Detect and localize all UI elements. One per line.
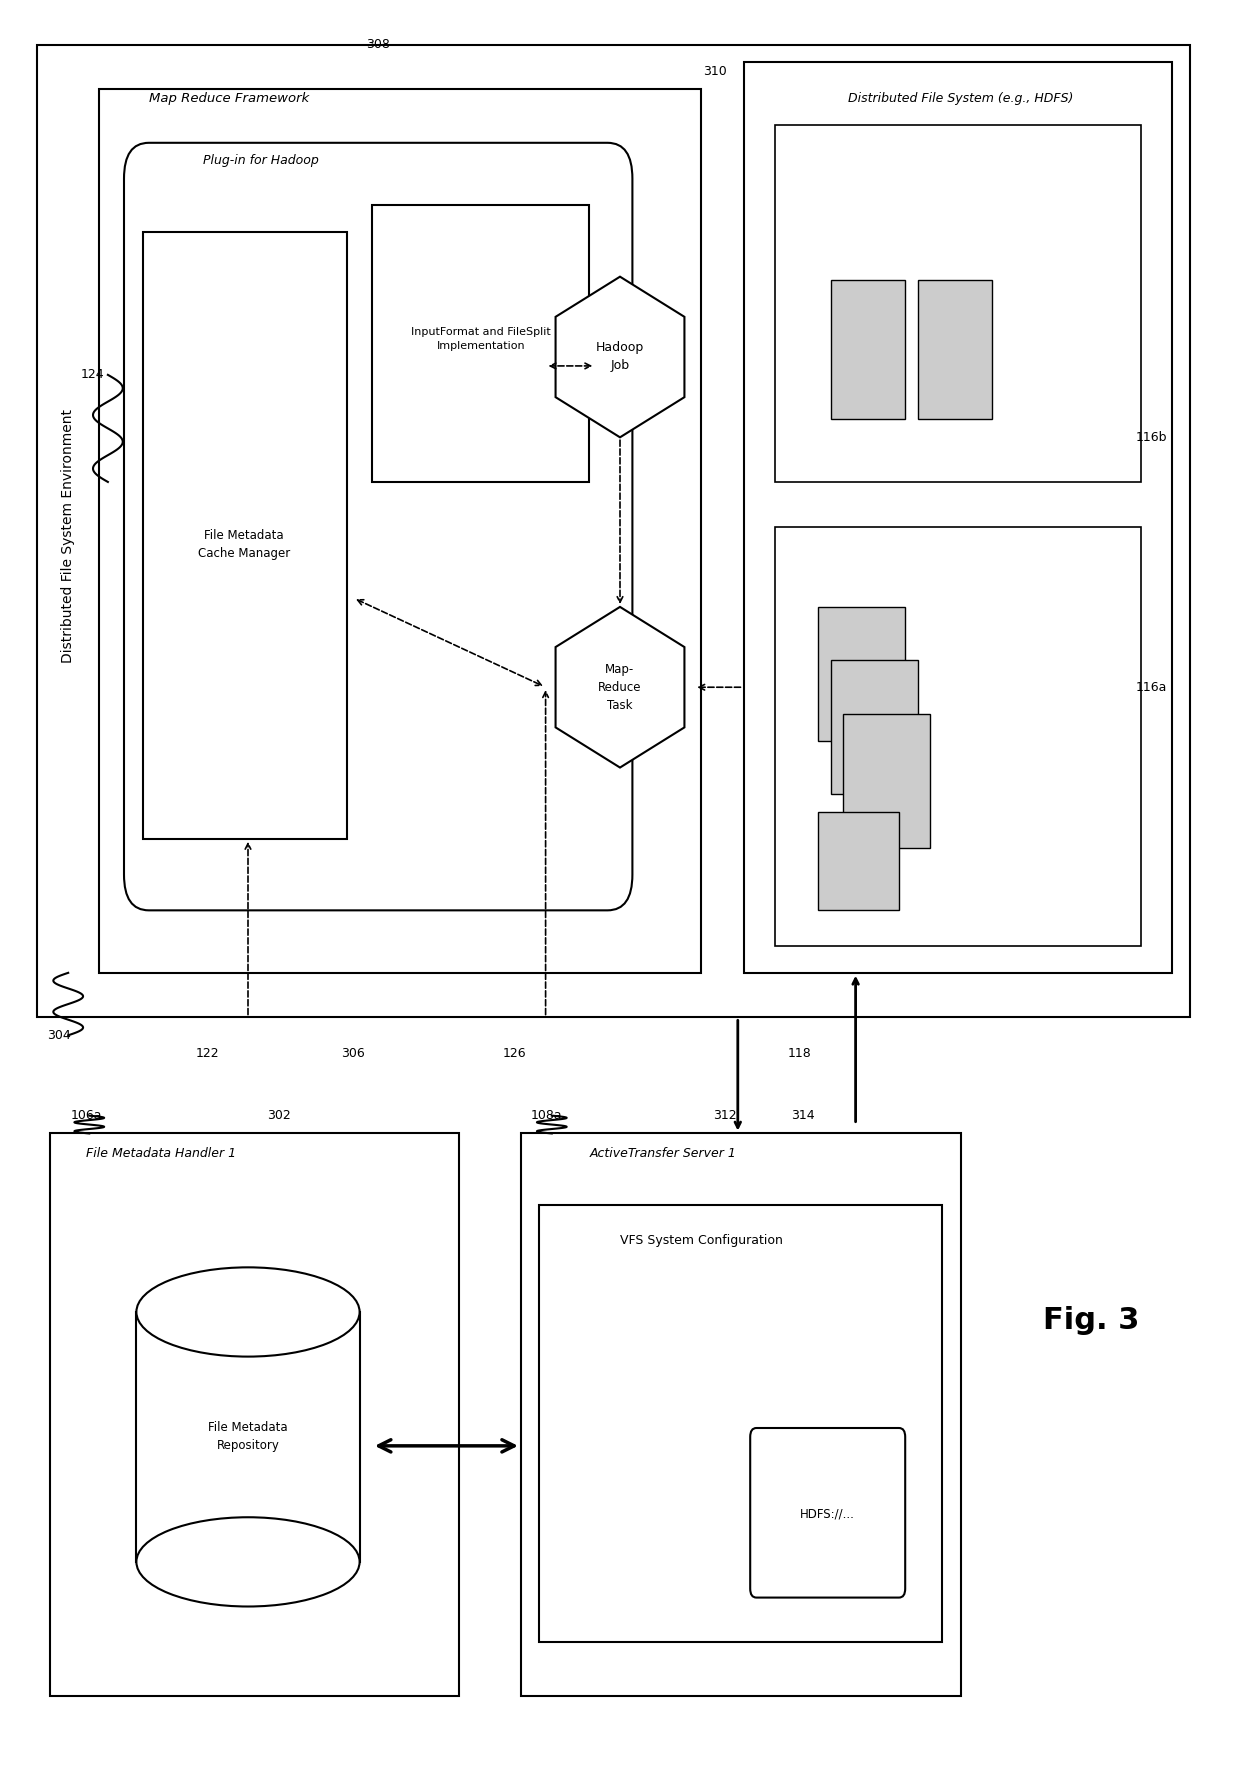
Bar xyxy=(143,232,347,839)
Text: 106a: 106a xyxy=(71,1108,102,1123)
FancyBboxPatch shape xyxy=(124,143,632,910)
Text: ActiveTransfer Server 1: ActiveTransfer Server 1 xyxy=(590,1148,737,1160)
Text: 312: 312 xyxy=(713,1108,737,1123)
Bar xyxy=(918,280,992,419)
Polygon shape xyxy=(556,277,684,437)
Bar xyxy=(539,1205,942,1642)
Text: VFS System Configuration: VFS System Configuration xyxy=(620,1233,782,1248)
Text: 122: 122 xyxy=(196,1046,219,1060)
Bar xyxy=(818,812,899,910)
Text: 304: 304 xyxy=(47,1028,71,1042)
Bar xyxy=(37,45,1190,1017)
Polygon shape xyxy=(556,607,684,768)
Text: HDFS://...: HDFS://... xyxy=(800,1507,854,1521)
Bar xyxy=(818,607,905,741)
Text: Distributed File System (e.g., HDFS): Distributed File System (e.g., HDFS) xyxy=(848,91,1074,105)
Bar xyxy=(744,62,1172,973)
Text: 306: 306 xyxy=(341,1046,365,1060)
Ellipse shape xyxy=(136,1267,360,1357)
Bar xyxy=(372,205,589,482)
Text: Map-
Reduce
Task: Map- Reduce Task xyxy=(598,662,642,712)
Text: Plug-in for Hadoop: Plug-in for Hadoop xyxy=(202,154,319,168)
Bar xyxy=(831,280,905,419)
Text: Fig. 3: Fig. 3 xyxy=(1043,1307,1140,1335)
Bar xyxy=(775,125,1141,482)
Bar xyxy=(136,1312,360,1562)
Text: Distributed File System Environment: Distributed File System Environment xyxy=(61,409,76,662)
Text: 108a: 108a xyxy=(531,1108,563,1123)
Bar xyxy=(50,1133,459,1696)
Text: InputFormat and FileSplit
Implementation: InputFormat and FileSplit Implementation xyxy=(412,327,551,352)
Text: 124: 124 xyxy=(81,368,104,382)
Text: 126: 126 xyxy=(502,1046,526,1060)
Text: File Metadata Handler 1: File Metadata Handler 1 xyxy=(86,1148,237,1160)
Bar xyxy=(843,714,930,848)
Bar xyxy=(775,527,1141,946)
Text: Map Reduce Framework: Map Reduce Framework xyxy=(149,91,310,105)
Text: 118: 118 xyxy=(787,1046,811,1060)
Text: 116a: 116a xyxy=(1136,680,1167,694)
Text: Hadoop
Job: Hadoop Job xyxy=(596,341,644,373)
Text: 116b: 116b xyxy=(1136,430,1167,444)
Text: 314: 314 xyxy=(791,1108,815,1123)
Text: 308: 308 xyxy=(366,37,389,52)
Text: 302: 302 xyxy=(267,1108,290,1123)
Bar xyxy=(99,89,701,973)
Ellipse shape xyxy=(136,1517,360,1606)
Text: File Metadata
Cache Manager: File Metadata Cache Manager xyxy=(198,528,290,560)
Text: 310: 310 xyxy=(703,64,727,79)
Bar xyxy=(521,1133,961,1696)
Text: File Metadata
Repository: File Metadata Repository xyxy=(208,1421,288,1453)
FancyBboxPatch shape xyxy=(750,1428,905,1598)
Bar xyxy=(831,660,918,794)
